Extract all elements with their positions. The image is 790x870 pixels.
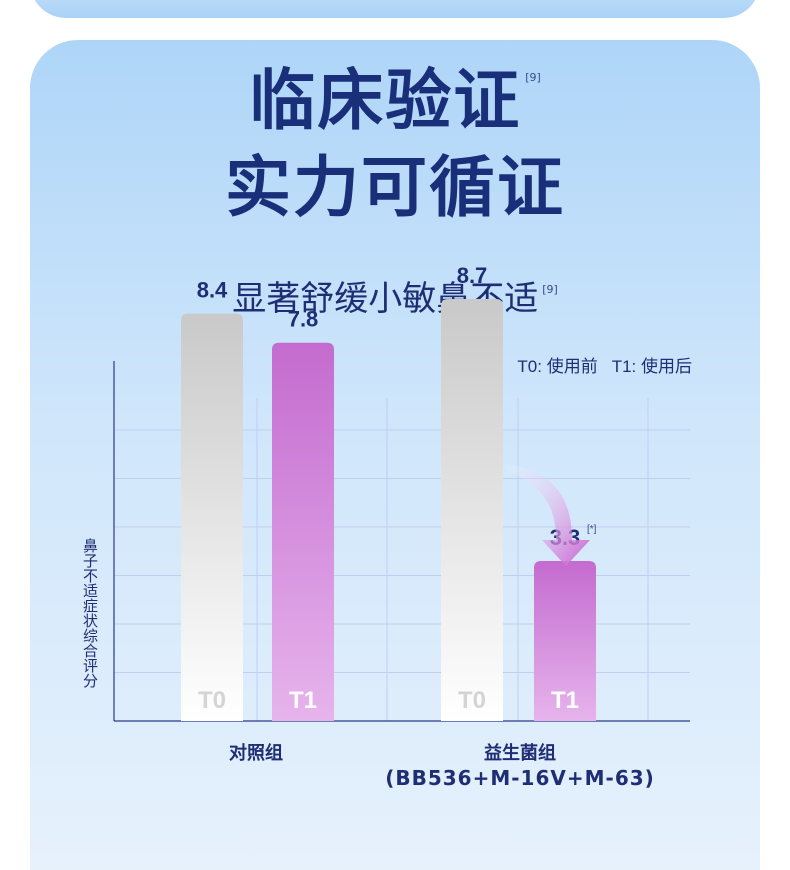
subtitle-ref: [9]	[542, 283, 558, 296]
headline-ref: [9]	[525, 71, 541, 84]
legend-t1: T1: 使用后	[611, 357, 692, 376]
category-label-control: 对照组	[186, 742, 326, 765]
bar-益生菌组-T0	[441, 299, 503, 721]
category-name: 对照组	[229, 743, 283, 764]
value-label: 7.8	[288, 307, 319, 332]
bar-label: T1	[551, 687, 579, 714]
bar-label: T1	[289, 687, 317, 714]
category-name: 益生菌组	[484, 743, 556, 764]
bar-对照组-T1	[272, 342, 334, 721]
bar-对照组-T0	[181, 313, 243, 721]
y-axis-label: 鼻子不适症状综合评分	[81, 538, 99, 688]
bar-label: T0	[458, 687, 486, 714]
chart-legend: T0: 使用前 T1: 使用后	[517, 352, 692, 377]
headline-line1: 临床验证 [9]	[249, 62, 541, 139]
legend-t0: T0: 使用前	[517, 357, 598, 376]
category-sublabel: (BB536+M-16V+M-63)	[385, 766, 655, 791]
value-label: 8.4	[197, 278, 228, 303]
bar-label: T0	[198, 687, 226, 714]
top-card-edge	[30, 0, 760, 18]
content-panel	[30, 40, 760, 870]
value-label: 8.7	[457, 263, 488, 288]
category-label-probiotic: 益生菌组 (BB536+M-16V+M-63)	[360, 742, 680, 791]
decrease-arrow	[505, 464, 590, 566]
headline-line2: 实力可循证	[225, 149, 565, 226]
value-note: [*]	[587, 524, 597, 535]
bar-益生菌组-T1	[534, 560, 596, 721]
